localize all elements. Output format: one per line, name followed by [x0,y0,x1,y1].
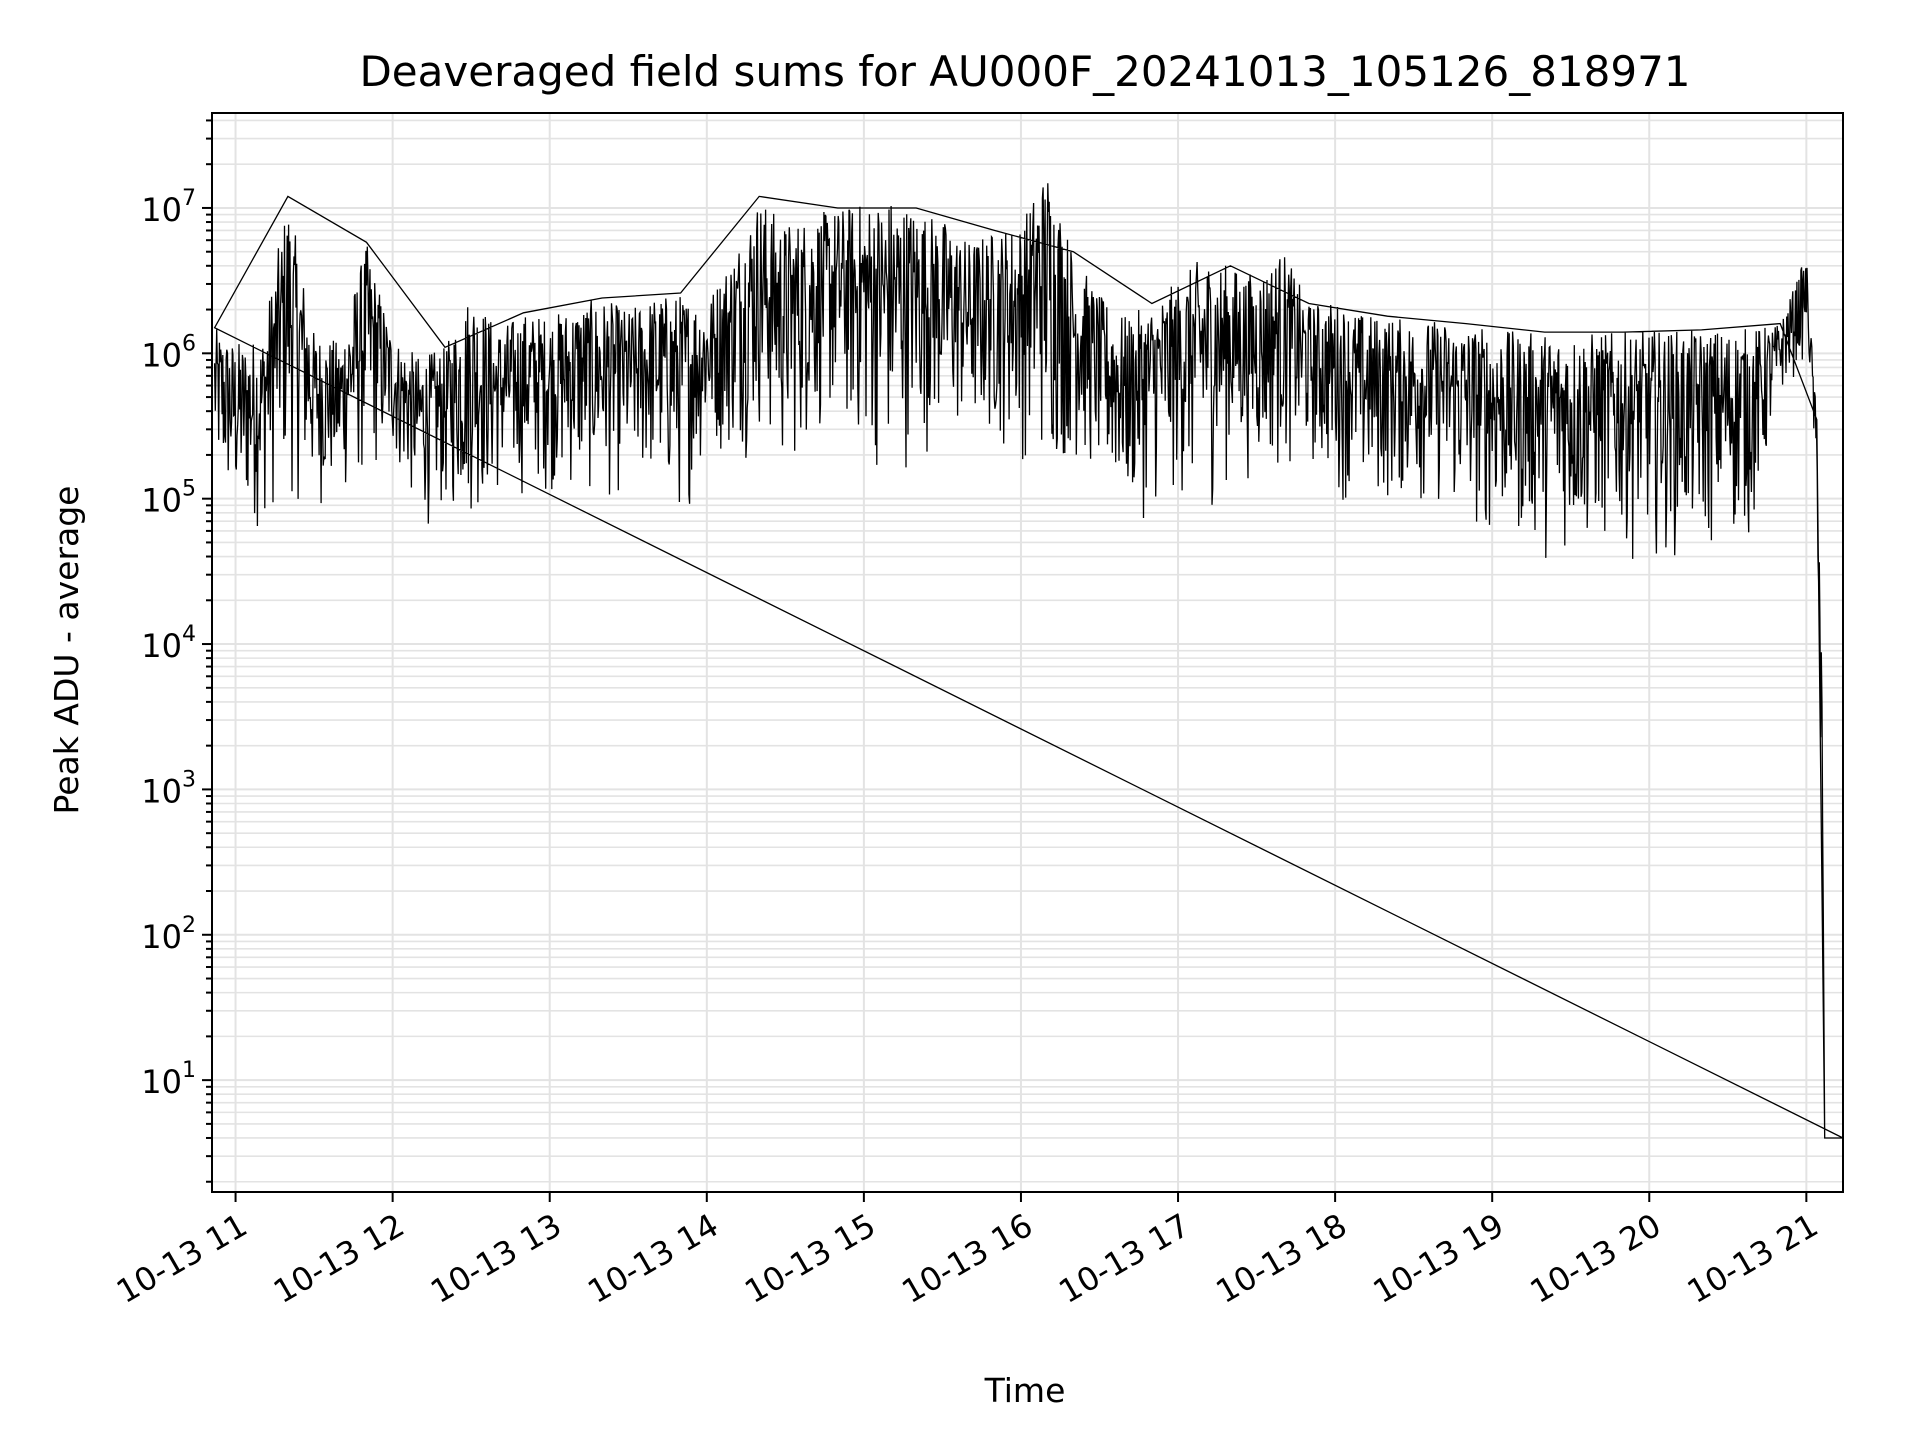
y-tick-label: 103 [141,767,196,810]
y-tick-label: 106 [141,331,196,374]
y-tick-label: 104 [141,622,196,665]
series-line [213,183,1843,1139]
grid [212,113,1843,1192]
y-axis-title: Peak ADU - average [47,486,86,815]
plot-area [213,183,1843,1139]
y-tick-label: 107 [141,186,196,229]
y-tick-label: 102 [141,913,196,956]
y-tick-label: 105 [141,477,196,520]
y-axis: 101 102 103 104 105 106 107 [141,119,212,1183]
axes-frame [211,112,1844,1193]
y-tick-label: 101 [141,1058,196,1101]
chart-title: Deaveraged field sums for AU000F_2024101… [359,47,1690,96]
x-axis-title: Time [984,1371,1066,1410]
